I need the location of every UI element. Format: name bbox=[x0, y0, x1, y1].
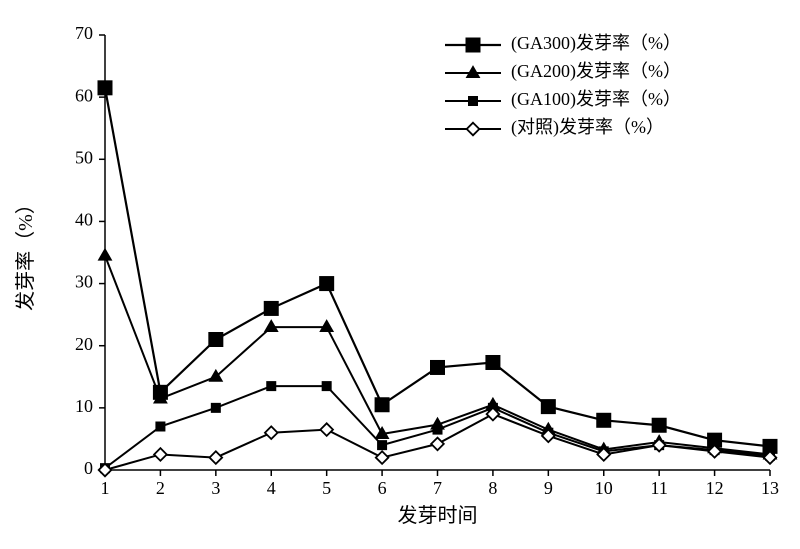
y-tick-label: 70 bbox=[75, 23, 93, 43]
legend-label: (对照)发芽率（%） bbox=[511, 117, 664, 138]
x-tick-label: 9 bbox=[544, 478, 553, 498]
x-tick-label: 11 bbox=[650, 478, 667, 498]
y-tick-label: 0 bbox=[84, 458, 93, 478]
series bbox=[101, 382, 775, 473]
y-tick-label: 60 bbox=[75, 85, 93, 105]
x-tick-label: 5 bbox=[322, 478, 331, 498]
y-tick-label: 50 bbox=[75, 147, 93, 167]
x-tick-label: 3 bbox=[211, 478, 220, 498]
legend-label: (GA300)发芽率（%） bbox=[511, 33, 681, 54]
legend-item: (GA200)发芽率（%） bbox=[445, 61, 681, 82]
x-tick-label: 12 bbox=[706, 478, 724, 498]
x-tick-label: 8 bbox=[488, 478, 497, 498]
x-tick-label: 1 bbox=[101, 478, 110, 498]
y-tick-label: 20 bbox=[75, 334, 93, 354]
y-tick-label: 30 bbox=[75, 272, 93, 292]
x-tick-label: 10 bbox=[595, 478, 613, 498]
legend-label: (GA100)发芽率（%） bbox=[511, 89, 681, 110]
x-tick-label: 4 bbox=[267, 478, 276, 498]
x-axis-label: 发芽时间 bbox=[398, 504, 478, 527]
legend-item: (GA100)发芽率（%） bbox=[445, 89, 681, 110]
line-chart: 01020304050607012345678910111213发芽时间发芽率（… bbox=[0, 0, 800, 549]
legend-item: (对照)发芽率（%） bbox=[445, 117, 664, 138]
x-tick-label: 13 bbox=[761, 478, 779, 498]
y-axis-label: 发芽率（%） bbox=[14, 194, 37, 311]
x-tick-label: 6 bbox=[378, 478, 387, 498]
y-tick-label: 10 bbox=[75, 396, 93, 416]
legend-item: (GA300)发芽率（%） bbox=[445, 33, 681, 54]
series bbox=[98, 81, 777, 454]
y-tick-label: 40 bbox=[75, 210, 93, 230]
x-tick-label: 7 bbox=[433, 478, 442, 498]
legend-label: (GA200)发芽率（%） bbox=[511, 61, 681, 82]
chart-container: 01020304050607012345678910111213发芽时间发芽率（… bbox=[0, 0, 800, 549]
x-tick-label: 2 bbox=[156, 478, 165, 498]
